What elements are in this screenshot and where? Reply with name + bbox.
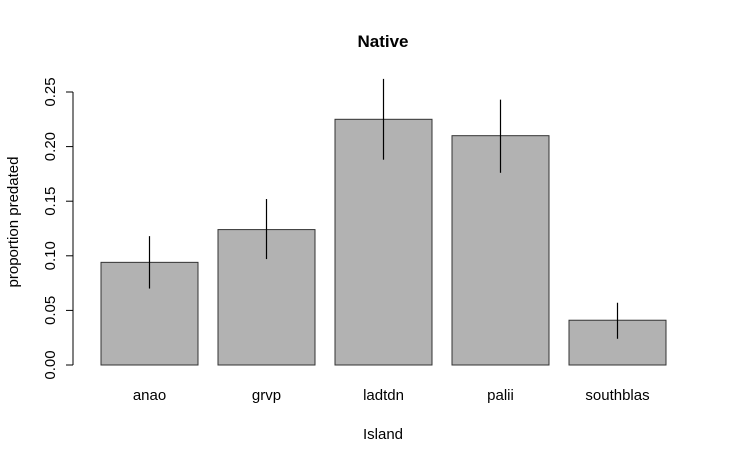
bar-palii: [451, 135, 550, 366]
y-tick-label: 0.05: [42, 296, 59, 325]
y-tick-label: 0.15: [42, 187, 59, 216]
x-tick-label: ladtdn: [363, 387, 404, 404]
error-bars-group: [148, 78, 619, 339]
y-tick-label: 0.25: [42, 77, 59, 106]
x-tick-label: anao: [133, 387, 166, 404]
y-axis: 0.00 0.05 0.10 0.15 0.20 0.25: [42, 77, 74, 380]
bar-southblas: [568, 319, 667, 366]
y-axis-label: proportion predated: [5, 157, 22, 288]
x-tick-label: palii: [487, 387, 514, 404]
y-tick-label: 0.10: [42, 241, 59, 270]
x-axis-label: Island: [363, 426, 403, 443]
y-tick-label: 0.20: [42, 132, 59, 161]
x-tick-labels: anao grvp ladtdn palii southblas: [133, 387, 650, 404]
x-tick-label: grvp: [252, 387, 281, 404]
y-tick-label: 0.00: [42, 350, 59, 379]
chart-title: Native: [357, 32, 408, 51]
x-tick-label: southblas: [585, 387, 649, 404]
